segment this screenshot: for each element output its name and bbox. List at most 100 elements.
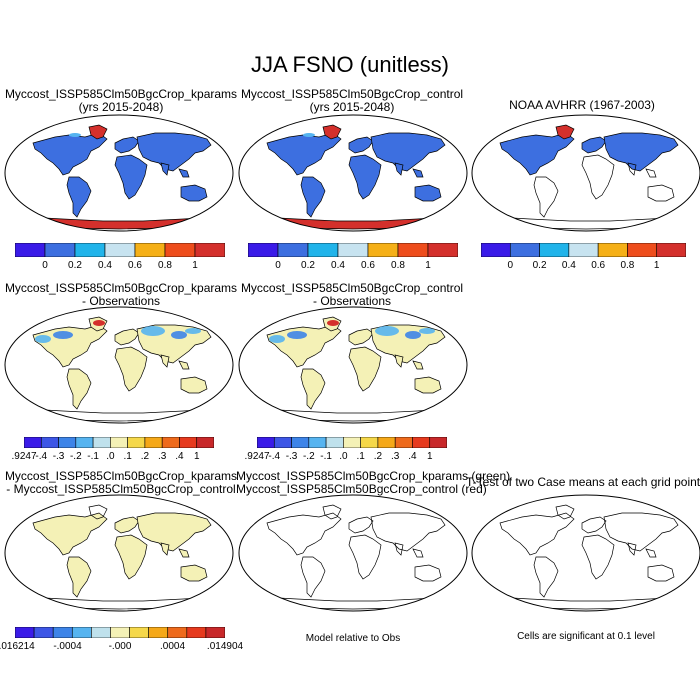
colorbar-swatch (33, 627, 54, 638)
colorbar-swatch (92, 437, 111, 448)
colorbar-control (248, 243, 458, 257)
map-observations (471, 114, 700, 232)
colorbar-swatch (337, 243, 369, 257)
map-border (238, 114, 468, 232)
landmass-africa (114, 346, 148, 392)
landmass-northAmerica (499, 132, 575, 176)
landmass-seAsia (645, 548, 657, 558)
landmass-greenland (322, 504, 342, 520)
panel-title-7: Myccost_ISSP585Clm50BgcCrop_kparams (gre… (236, 470, 510, 496)
colorbar-kparams (15, 243, 225, 257)
landmass-southAmerica (300, 176, 326, 218)
colorbar-swatch (91, 627, 111, 638)
landmass-seAsia (412, 548, 424, 558)
panel-title-3-line1: NOAA AVHRR (1967-2003) (509, 98, 655, 112)
landmass-europe (114, 328, 140, 346)
landmass-australia (647, 564, 675, 582)
landmass-europe (581, 516, 607, 534)
greenland-anomaly (327, 320, 339, 326)
landmass-australia (180, 564, 208, 582)
panel-title-2-line2: (yrs 2015-2048) (309, 100, 395, 114)
landmass-india (394, 162, 404, 176)
colorbar-label: 1 (426, 451, 433, 462)
colorbar-label: -.3 (52, 451, 65, 462)
panel-title-5-line1: Myccost_ISSP585Clm50BgcCrop_control (240, 281, 464, 295)
map-border (238, 306, 468, 424)
map-kparams-minus-obs (4, 306, 234, 424)
colorbar-label: .0004 (159, 641, 186, 652)
snow-anomaly-patch (141, 326, 165, 336)
colorbar-label: 0 (42, 260, 48, 271)
panel-title-8-line1: T-Test of two Case means at each grid po… (466, 475, 700, 489)
map-model-vs-obs (238, 494, 468, 612)
map-border (471, 494, 700, 612)
colorbar-swatch (161, 437, 180, 448)
map-ttest (471, 494, 700, 612)
landmass-asia (603, 132, 679, 172)
landmass-india (160, 542, 170, 556)
panel-title-4-line1: Myccost_ISSP585Clm50BgcCrop_kparams (4, 281, 238, 295)
colorbar-swatch (71, 627, 92, 638)
map-border (238, 494, 468, 612)
landmass-southAmerica (66, 176, 92, 218)
landmass-europe (114, 516, 140, 534)
landmass-europe (581, 136, 607, 154)
landmass-india (627, 542, 637, 556)
landmass-asia (370, 132, 446, 172)
landmass-seAsia (412, 360, 424, 370)
colorbar-label: -.4 (268, 451, 281, 462)
colorbar-label: -.0004 (53, 641, 82, 652)
colorbar-swatch (481, 243, 511, 257)
colorbar-swatch (167, 627, 188, 638)
colorbar-swatch (196, 437, 214, 448)
colorbar-label: -.1 (87, 451, 99, 462)
panel-title-2-line1: Myccost_ISSP585Clm50BgcCrop_control (240, 87, 464, 101)
colorbar-swatch (179, 437, 198, 448)
colorbar-swatch (427, 243, 458, 257)
landmass-india (394, 354, 404, 368)
map-kparams-minus-control (4, 494, 234, 612)
landmass-northAmerica (499, 512, 575, 556)
landmass-europe (348, 136, 374, 154)
landmass-africa (348, 154, 382, 200)
colorbar-kparams-minus-control (15, 627, 225, 638)
colorbar-swatch (15, 243, 46, 257)
landmass-africa (114, 534, 148, 580)
landmass-seAsia (645, 168, 657, 178)
map-border (4, 306, 234, 424)
landmass-greenland (322, 124, 342, 140)
colorbar-label: .2 (373, 451, 383, 462)
snow-anomaly-patch (171, 331, 187, 339)
landmass-africa (348, 346, 382, 392)
panel-title-6-line1: Myccost_ISSP585Clm50BgcCrop_kparams (4, 469, 238, 483)
map-border (471, 114, 700, 232)
map-border (4, 494, 234, 612)
landmass-northAmerica (266, 324, 342, 368)
colorbar-swatch (656, 243, 686, 257)
colorbar-label: -.2 (302, 451, 315, 462)
colorbar-label: .9247 (11, 451, 37, 462)
colorbar-label: 1 (192, 260, 198, 271)
colorbar-swatch (307, 243, 339, 257)
colorbar-swatch (205, 627, 225, 638)
landmass-southAmerica (300, 368, 326, 410)
colorbar-kparams-minus-obs (24, 437, 214, 448)
colorbar-label: 0.4 (331, 260, 345, 271)
colorbar-label: .3 (158, 451, 167, 462)
colorbar-label: .1 (356, 451, 365, 462)
colorbar-label: 0.2 (532, 260, 547, 271)
landmass-africa (348, 534, 382, 580)
landmass-greenland (555, 504, 575, 520)
colorbar-swatch (144, 437, 163, 448)
colorbar-swatch (248, 243, 279, 257)
colorbar-swatch (429, 437, 447, 448)
colorbar-label: -.016214 (0, 641, 35, 652)
panel-title-7-line2: Myccost_ISSP585Clm50BgcCrop_control (red… (236, 482, 487, 496)
landmass-northAmerica (32, 132, 108, 176)
colorbar-swatch (24, 437, 42, 448)
colorbar-control-minus-obs (257, 437, 447, 448)
colorbar-swatch (568, 243, 599, 257)
colorbar-label: 1 (425, 260, 431, 271)
snow-anomaly-patch (405, 331, 421, 339)
colorbar-swatch (40, 437, 59, 448)
